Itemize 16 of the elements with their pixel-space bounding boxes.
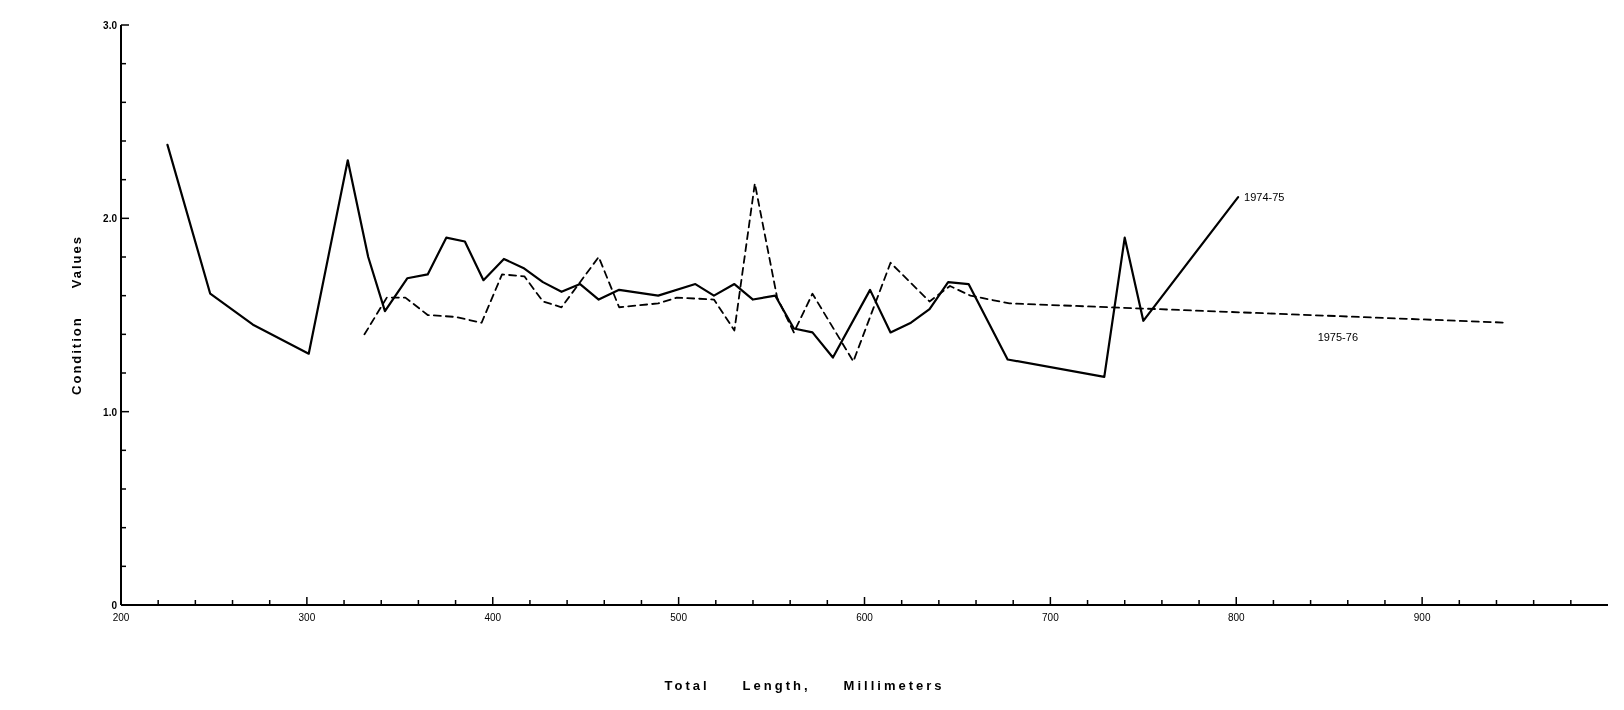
y-tick-label: 3.0 (103, 20, 118, 31)
y-tick-label: 0 (111, 600, 118, 611)
series-label: 1975-76 (1317, 330, 1358, 343)
y-tick-label: 2.0 (103, 213, 118, 225)
y-tick-label: 1.0 (103, 406, 118, 418)
x-tick-label: 200 (112, 612, 130, 623)
x-axis-title: Total Length, Millimeters (664, 678, 945, 693)
x-tick-label: 400 (484, 612, 502, 623)
x-tick-label: 600 (856, 612, 874, 623)
x-tick-label: 300 (298, 612, 316, 623)
x-tick-label: 800 (1227, 612, 1246, 623)
y-axis-title: Condition Values (69, 235, 84, 395)
x-tick-label: 500 (670, 612, 688, 623)
series-label: 1974-75 (1244, 191, 1285, 204)
x-tick-label: 700 (1042, 612, 1060, 623)
x-tick-label: 900 (1413, 612, 1431, 623)
